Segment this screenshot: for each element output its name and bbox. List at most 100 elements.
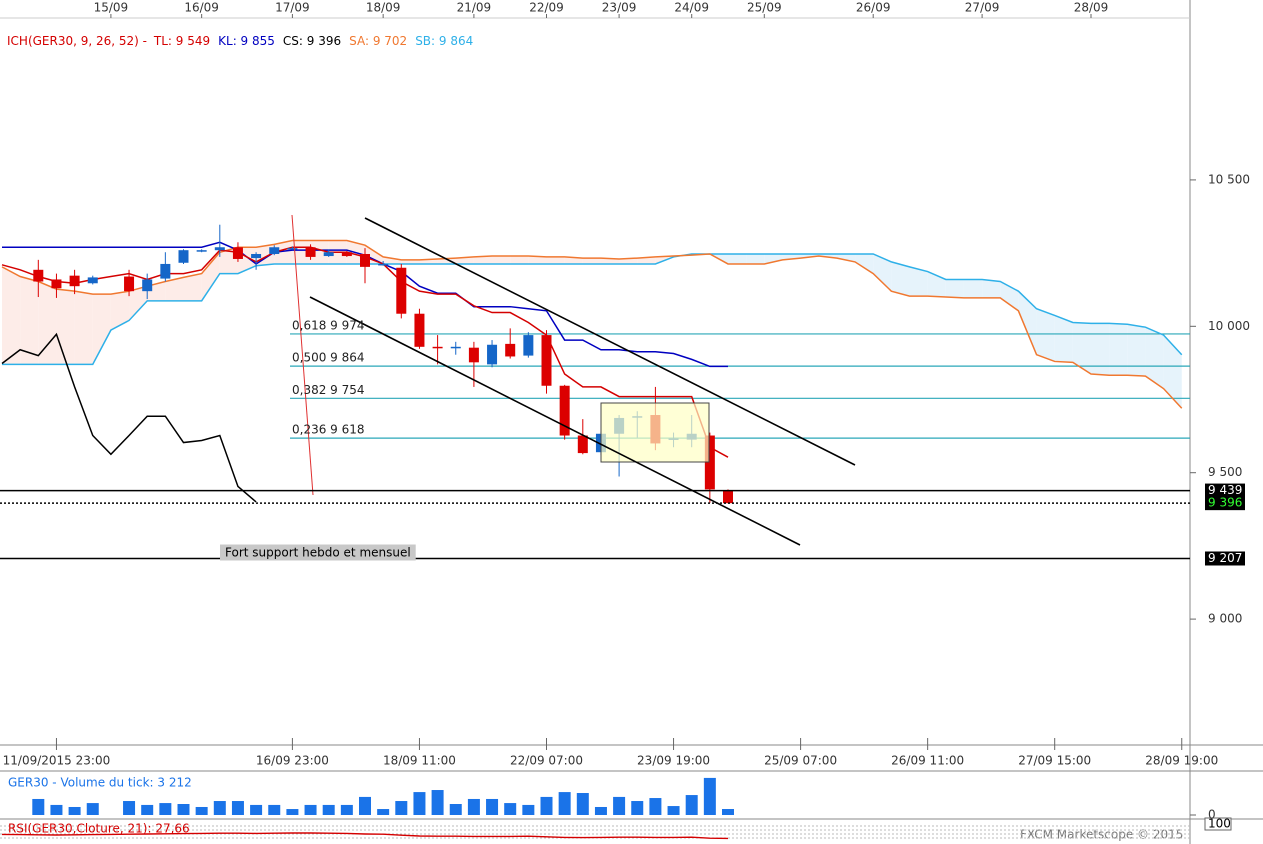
cloud-fill — [183, 273, 202, 301]
volume-bar — [268, 804, 281, 815]
cloud-fill — [891, 261, 910, 297]
cloud-fill — [582, 258, 601, 264]
volume-tick-label: 0 — [1208, 808, 1216, 822]
candle-body — [287, 248, 298, 250]
candle-body — [396, 267, 407, 314]
cloud-fill — [836, 253, 856, 262]
x-tick-label: 23/09 19:00 — [637, 754, 710, 768]
candle-body — [323, 252, 334, 257]
candle-body — [232, 247, 243, 259]
candle-body — [178, 250, 189, 263]
candle-body — [523, 335, 534, 356]
candle-body — [51, 279, 62, 289]
volume-bar — [32, 798, 45, 815]
volume-bar — [340, 804, 353, 815]
candle-body — [432, 346, 443, 349]
cloud-fill — [619, 258, 638, 264]
top-date-label: 28/09 — [1074, 1, 1109, 15]
y-tick-label: 9 500 — [1208, 465, 1242, 479]
candle-body — [142, 279, 153, 292]
volume-bar — [504, 803, 517, 815]
y-tick-label: 9 000 — [1208, 612, 1242, 626]
cloud-fill — [455, 256, 474, 264]
y-tick-label: 10 000 — [1208, 319, 1250, 333]
legend-item: SA: 9 702 — [349, 34, 407, 48]
candle-body — [505, 343, 516, 357]
cloud-fill — [38, 281, 57, 365]
price-label: 9 439 — [1208, 483, 1242, 497]
rsi-tick-box — [1204, 817, 1232, 831]
candle-body — [559, 385, 570, 436]
cloud-fill — [20, 276, 39, 365]
volume-bar — [558, 792, 571, 815]
top-date-label: 23/09 — [602, 1, 637, 15]
candle-body — [124, 276, 135, 292]
volume-bar — [431, 790, 444, 815]
volume-bar — [594, 806, 607, 815]
volume-bar — [449, 804, 462, 815]
drawings — [291, 214, 856, 546]
cloud-fill — [945, 279, 964, 298]
legend-item: ICH(GER30, 9, 26, 52) - — [7, 34, 147, 48]
indicator-line — [1, 239, 1183, 409]
cloud-fill — [74, 291, 93, 365]
indicator-legend: ICH(GER30, 9, 26, 52) - TL: 9 549 KL: 9 85… — [7, 34, 473, 48]
volume-bar — [613, 796, 626, 815]
candle-body — [251, 253, 262, 259]
volume-bar — [685, 795, 698, 815]
candle-body — [487, 344, 498, 365]
candle-body — [341, 252, 352, 257]
candle-body — [214, 247, 225, 251]
cloud-fill — [963, 279, 983, 298]
fib-label: 0,618 9 974 — [292, 318, 365, 332]
cloud-fill — [1091, 323, 1110, 376]
volume-bar — [286, 809, 299, 815]
candle-body — [723, 490, 733, 504]
volume-bar — [141, 804, 154, 815]
annotation-box — [220, 544, 416, 561]
x-tick-label: 11/09/2015 23:00 — [3, 754, 111, 768]
x-tick-label: 22/09 07:00 — [510, 754, 583, 768]
x-tick-label: 26/09 11:00 — [891, 754, 964, 768]
candle-body — [704, 435, 715, 490]
cloud-fill — [855, 253, 874, 274]
top-date-label: 21/09 — [457, 1, 492, 15]
cloud-fill — [310, 240, 329, 264]
cloud-fill — [1036, 308, 1055, 362]
volume-bar — [377, 809, 390, 815]
x-tick-label: 18/09 11:00 — [383, 754, 456, 768]
volume-bar — [213, 801, 226, 815]
y-tick-label: 10 500 — [1208, 172, 1250, 186]
volume-bar — [631, 801, 644, 815]
candle-body — [378, 263, 389, 266]
legend-item: CS: 9 396 — [283, 34, 341, 48]
candle-body — [541, 335, 552, 386]
cloud-fill — [546, 256, 565, 264]
top-date-label: 27/09 — [965, 1, 1000, 15]
main-panel — [1, 224, 1190, 504]
cloud-fill — [873, 253, 892, 292]
volume-bar — [322, 804, 335, 815]
cloud-fill — [274, 240, 293, 264]
cloud-fill — [746, 253, 765, 264]
top-date-label: 25/09 — [747, 1, 782, 15]
fib-label: 0,382 9 754 — [292, 383, 365, 397]
candle-body — [160, 263, 171, 279]
annotation: Fort support hebdo et mensuel — [225, 546, 411, 560]
candle-body — [414, 313, 425, 347]
cloud-fill — [728, 253, 747, 264]
cloud-fill — [492, 256, 511, 264]
volume-bar — [195, 806, 208, 815]
top-date-label: 18/09 — [366, 1, 401, 15]
volume-bar — [359, 796, 371, 815]
rsi-tick-label: 100 — [1208, 817, 1231, 831]
cloud-fill — [1072, 322, 1091, 375]
indicator-line — [2, 253, 1183, 366]
cloud-fill — [383, 256, 402, 264]
price-label: 9 396 — [1208, 496, 1242, 510]
cloud-fill — [510, 256, 529, 264]
cloud-fill — [56, 289, 75, 365]
